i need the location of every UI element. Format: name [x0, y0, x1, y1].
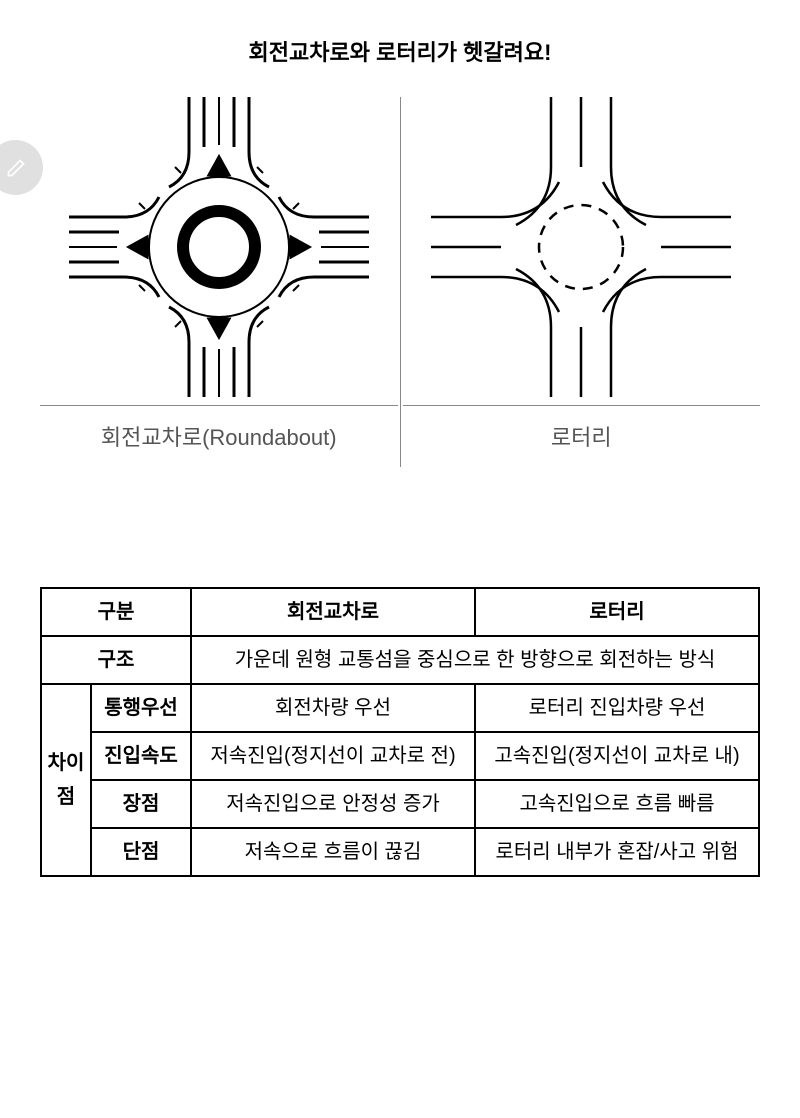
row-a: 회전차량 우선 — [191, 684, 475, 732]
header-category: 구분 — [41, 588, 191, 636]
roundabout-diagram — [64, 97, 374, 397]
roundabout-caption: 회전교차로(Roundabout) — [40, 405, 398, 452]
diagram-roundabout-col: 회전교차로(Roundabout) — [40, 97, 398, 467]
table-row: 단점 저속으로 흐름이 끊김 로터리 내부가 혼잡/사고 위험 — [41, 828, 759, 876]
diff-label: 차이점 — [41, 684, 91, 876]
diagram-area: 회전교차로(Roundabout) — [0, 87, 800, 467]
diagram-divider — [400, 97, 401, 467]
row-label: 진입속도 — [91, 732, 191, 780]
rotary-caption: 로터리 — [403, 405, 761, 452]
row-a: 저속진입(정지선이 교차로 전) — [191, 732, 475, 780]
rotary-diagram — [426, 97, 736, 397]
row-b: 로터리 내부가 혼잡/사고 위험 — [475, 828, 759, 876]
page-title: 회전교차로와 로터리가 헷갈려요! — [0, 0, 800, 87]
row-label: 통행우선 — [91, 684, 191, 732]
table-row: 장점 저속진입으로 안정성 증가 고속진입으로 흐름 빠름 — [41, 780, 759, 828]
table-row: 진입속도 저속진입(정지선이 교차로 전) 고속진입(정지선이 교차로 내) — [41, 732, 759, 780]
header-roundabout: 회전교차로 — [191, 588, 475, 636]
row-structure-value: 가운데 원형 교통섬을 중심으로 한 방향으로 회전하는 방식 — [191, 636, 759, 684]
row-label: 장점 — [91, 780, 191, 828]
table-header-row: 구분 회전교차로 로터리 — [41, 588, 759, 636]
row-structure-label: 구조 — [41, 636, 191, 684]
row-b: 로터리 진입차량 우선 — [475, 684, 759, 732]
row-label: 단점 — [91, 828, 191, 876]
table-row: 구조 가운데 원형 교통섬을 중심으로 한 방향으로 회전하는 방식 — [41, 636, 759, 684]
comparison-table-wrap: 구분 회전교차로 로터리 구조 가운데 원형 교통섬을 중심으로 한 방향으로 … — [0, 467, 800, 877]
table-row: 차이점 통행우선 회전차량 우선 로터리 진입차량 우선 — [41, 684, 759, 732]
row-b: 고속진입(정지선이 교차로 내) — [475, 732, 759, 780]
row-b: 고속진입으로 흐름 빠름 — [475, 780, 759, 828]
row-a: 저속으로 흐름이 끊김 — [191, 828, 475, 876]
header-rotary: 로터리 — [475, 588, 759, 636]
diagram-rotary-col: 로터리 — [403, 97, 761, 467]
comparison-table: 구분 회전교차로 로터리 구조 가운데 원형 교통섬을 중심으로 한 방향으로 … — [40, 587, 760, 877]
row-a: 저속진입으로 안정성 증가 — [191, 780, 475, 828]
